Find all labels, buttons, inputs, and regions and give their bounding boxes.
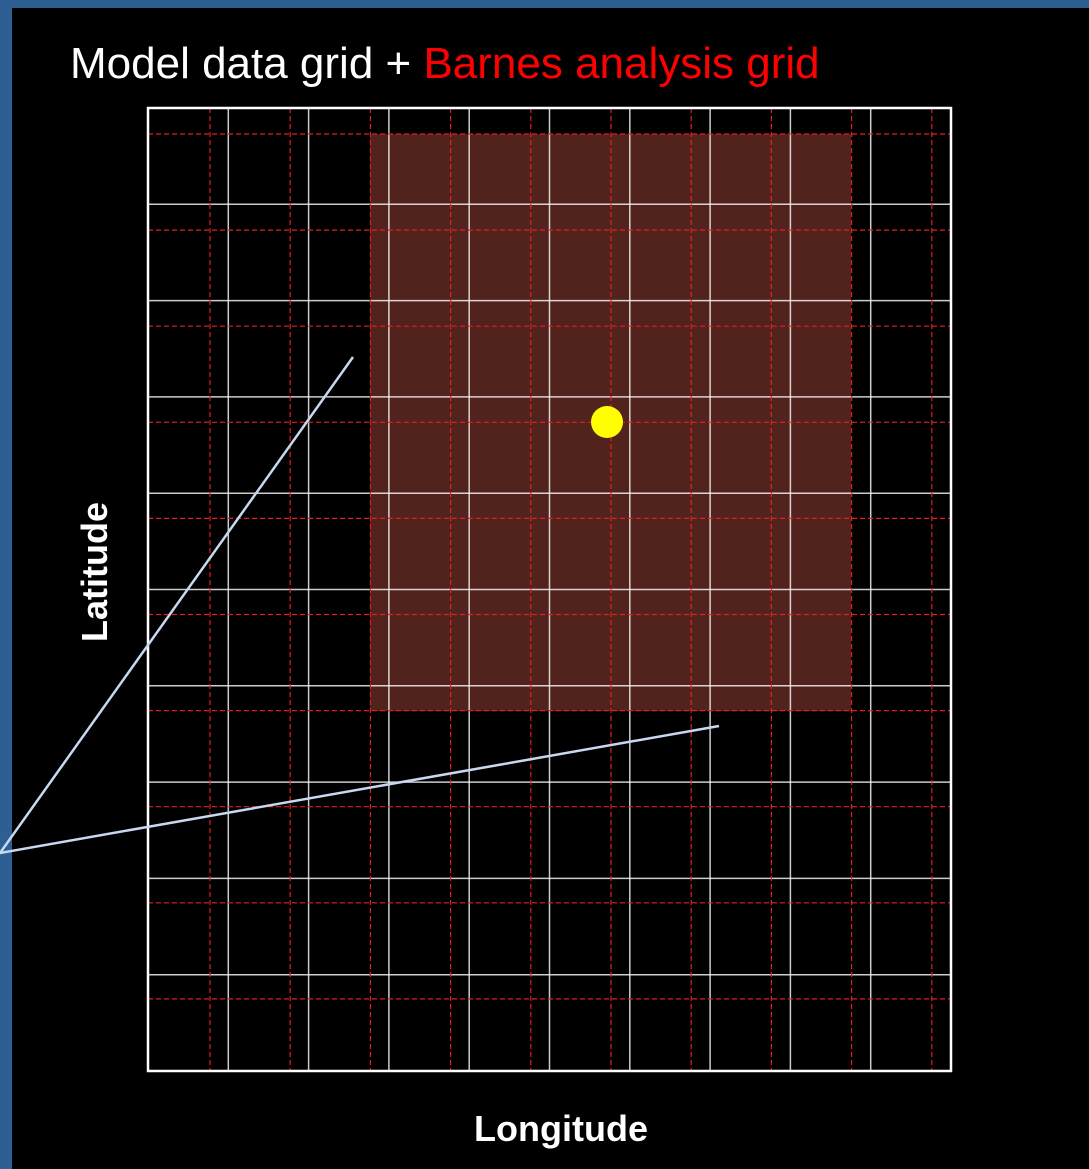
title: Model data grid + Barnes analysis grid: [70, 39, 820, 88]
plot-frame: [146, 106, 953, 1073]
x-axis-label: Longitude: [474, 1108, 648, 1149]
grid-overlay: [148, 108, 951, 1071]
title-highlight: Barnes analysis grid: [423, 39, 819, 88]
analysis-point: [591, 406, 623, 438]
y-axis-label: Latitude: [74, 502, 115, 642]
title-main: Model data grid +: [70, 39, 423, 88]
view-lines: [0, 356, 720, 855]
